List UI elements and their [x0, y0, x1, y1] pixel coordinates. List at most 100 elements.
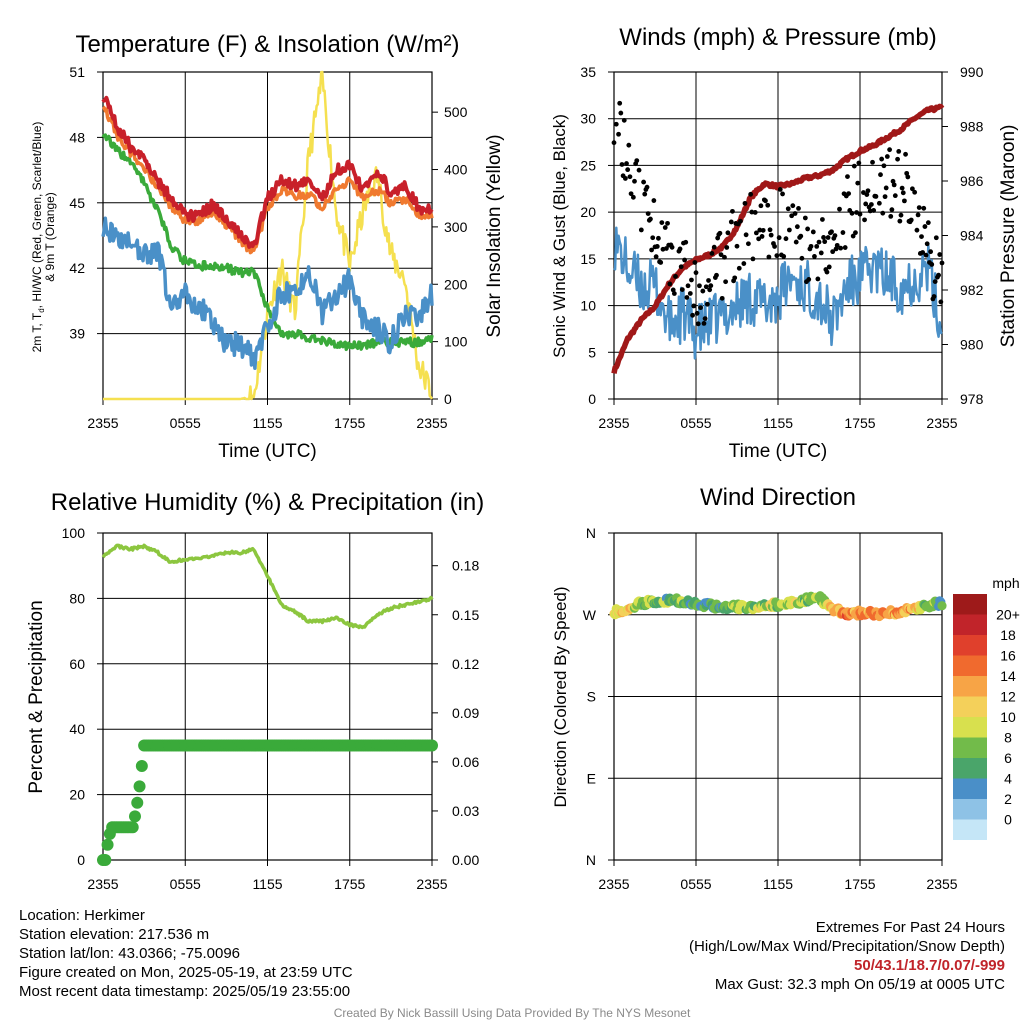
- gust-point: [616, 131, 621, 137]
- x-tick-label: 1755: [334, 415, 365, 431]
- temperature-chart: 2355 0555 1155 1755 2355 Temperature (F) & In…: [30, 31, 505, 462]
- x-tick-label: 2355: [416, 415, 447, 431]
- gust-point: [799, 255, 805, 261]
- gust-point: [621, 117, 627, 123]
- y-tick-label: 35: [580, 64, 596, 80]
- gust-point: [756, 236, 762, 242]
- chart-title: Wind Direction: [700, 484, 856, 511]
- gust-point: [830, 249, 836, 255]
- gust-point: [706, 278, 711, 283]
- y2-tick-label: 0: [444, 391, 452, 407]
- y-tick-label: 80: [69, 590, 85, 606]
- gust-point: [719, 295, 725, 301]
- gust-point: [855, 180, 861, 186]
- gust-point: [905, 174, 911, 180]
- gust-point: [915, 212, 921, 218]
- gust-point: [613, 121, 619, 127]
- gust-point: [622, 176, 628, 181]
- gust-point: [837, 206, 842, 212]
- y2-axis-label: Solar Insolation (Yellow): [484, 134, 505, 337]
- gust-point: [792, 211, 798, 216]
- gust-point: [763, 198, 768, 204]
- x-tick-label: 0555: [170, 876, 201, 892]
- gust-point: [891, 182, 897, 188]
- colorbar-label: 18: [1000, 627, 1016, 643]
- gust-point: [850, 233, 856, 239]
- y-tick-label: 39: [69, 326, 85, 342]
- gust-point: [772, 244, 777, 249]
- elevation-text: Station elevation: 217.536 m: [19, 926, 210, 943]
- gust-point: [645, 211, 651, 217]
- gust-point: [638, 227, 644, 233]
- y2-tick-label: 0.15: [452, 607, 479, 623]
- gust-point: [936, 272, 941, 278]
- colorbar-swatch: [953, 717, 987, 738]
- chart-title: Relative Humidity (%) & Precipitation (i…: [51, 489, 484, 516]
- gust-point: [653, 254, 659, 260]
- gust-point: [849, 210, 855, 216]
- y-tick-label: E: [587, 770, 596, 786]
- precip-point: [135, 759, 148, 772]
- gust-point: [908, 217, 914, 223]
- gust-point: [914, 227, 920, 233]
- recent-text: Most recent data timestamp: 2025/05/19 2…: [19, 983, 351, 1000]
- gust-point: [636, 167, 642, 173]
- x-tick-label: 2355: [87, 876, 118, 892]
- gust-point: [781, 254, 787, 259]
- series-line-2m-t: [101, 95, 434, 249]
- gust-point: [702, 316, 708, 321]
- gust-point: [743, 232, 749, 238]
- y-tick-label: 45: [69, 195, 85, 211]
- gust-point: [704, 301, 710, 307]
- gust-point: [759, 234, 765, 239]
- gust-point: [898, 212, 904, 218]
- gust-point: [873, 194, 879, 199]
- series-line-relative-humidity: [101, 543, 434, 630]
- gust-point: [767, 227, 773, 233]
- gust-point: [758, 203, 764, 209]
- gust-point: [816, 239, 822, 245]
- gust-point: [774, 253, 780, 259]
- gust-point: [691, 303, 697, 309]
- x-tick-label: 2355: [598, 876, 629, 892]
- gust-point: [939, 260, 945, 266]
- precip-point: [101, 838, 114, 851]
- y2-tick-label: 500: [444, 104, 468, 120]
- gust-point: [765, 202, 771, 208]
- colorbar-label: 16: [1000, 648, 1016, 664]
- gust-point: [690, 312, 695, 318]
- gust-point: [834, 242, 840, 248]
- gust-point: [748, 191, 754, 197]
- colorbar-swatch: [953, 655, 987, 676]
- gust-point: [796, 206, 801, 211]
- gust-point: [864, 192, 870, 198]
- gust-point: [741, 261, 747, 266]
- gust-point: [903, 151, 908, 157]
- gust-point: [689, 277, 694, 283]
- gust-point: [921, 205, 927, 211]
- y-tick-label: 40: [69, 721, 85, 737]
- y2-tick-label: 982: [960, 282, 984, 298]
- series-line-hi-wc: [101, 216, 434, 370]
- precip-point: [99, 854, 112, 866]
- extremes-info: Extremes For Past 24 Hours (High/Low/Max…: [689, 918, 1005, 994]
- colorbar-swatch: [953, 778, 987, 799]
- precip-point: [133, 780, 146, 793]
- gust-point: [654, 244, 660, 249]
- y-tick-label: 42: [69, 260, 85, 276]
- x-axis-label: Time (UTC): [218, 441, 317, 462]
- gust-point: [730, 208, 735, 214]
- y2-tick-label: 0.00: [452, 852, 479, 868]
- gust-point: [752, 210, 758, 215]
- precip-point: [126, 821, 139, 834]
- gust-point: [694, 310, 700, 316]
- gust-point: [750, 256, 756, 262]
- extremes-values: 50/43.1/18.7/0.07/-999: [854, 957, 1005, 974]
- gust-point: [865, 188, 871, 194]
- gust-point: [931, 294, 937, 299]
- gust-point: [805, 226, 811, 232]
- gust-point: [882, 194, 888, 200]
- gust-point: [888, 213, 894, 219]
- y-tick-label: N: [586, 852, 596, 868]
- gust-point: [745, 241, 751, 247]
